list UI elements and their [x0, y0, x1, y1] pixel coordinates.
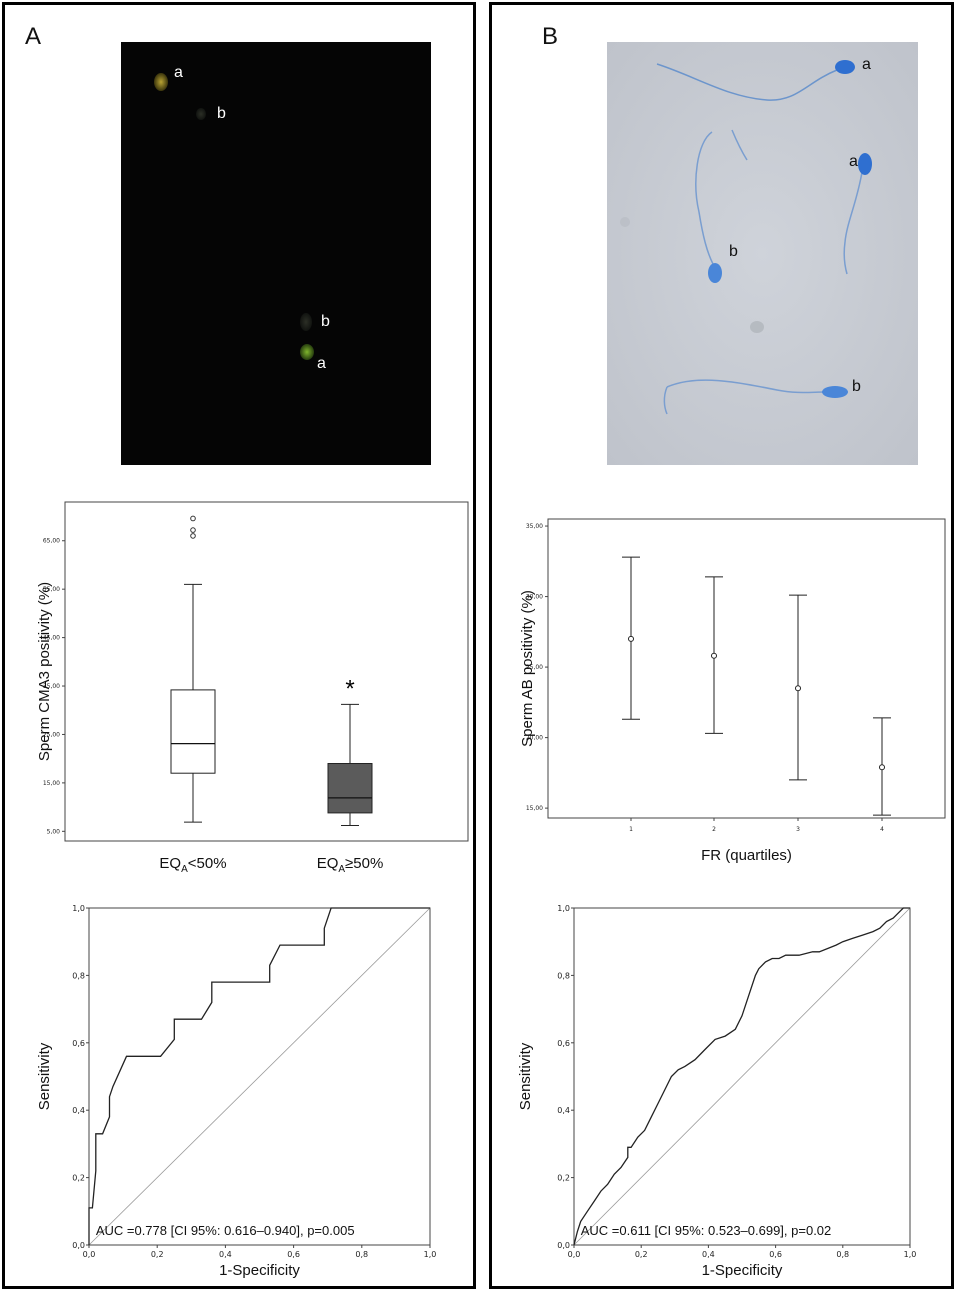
x-tick-label: 0,0: [568, 1250, 581, 1259]
x-tick-label: 0,4: [219, 1250, 232, 1259]
y-tick-label: 1,0: [557, 904, 570, 913]
y-tick-label: 35,00: [43, 683, 60, 690]
box-outlier: [190, 527, 196, 533]
box-outlier: [190, 533, 196, 539]
x-tick-label: 0,4: [702, 1250, 715, 1259]
ab-errorbar-chart: 15,00 20,00 25,00 30,00 35,00 1 2 3 4 FR (quartil…: [519, 518, 946, 864]
plot-frame: [573, 907, 911, 1246]
roc-curve-b: 0,00,0 0,2 0,2 0,4 0,4 0,6 0,6 0,8 0,8 1,0 1,0 AUC …: [517, 904, 917, 1279]
aniline-blue-micrograph: a a b b: [607, 42, 918, 465]
y-tick-label: 0,2: [557, 1174, 570, 1183]
x-tick-label: 0,2: [635, 1250, 648, 1259]
y-tick-label: 35,00: [526, 523, 543, 530]
x-axis-label: 1-Specificity: [219, 1262, 300, 1279]
y-tick-label: 15,00: [43, 780, 60, 787]
y-tick-label: 30,00: [526, 594, 543, 601]
sperm-head-a2: [300, 344, 314, 360]
cma3-fluorescence-micrograph: a b b a: [121, 42, 431, 465]
mean-marker: [628, 635, 634, 642]
micrograph-label: b: [729, 243, 738, 260]
x-tick-label: 0,8: [836, 1250, 849, 1259]
micrograph-label: a: [849, 153, 858, 170]
y-tick-label: 0,6: [557, 1039, 570, 1048]
micrograph-label: a: [862, 56, 871, 73]
y-tick-label: 25,00: [526, 664, 543, 671]
sperm-head-b2: [822, 386, 848, 398]
micrograph-label: b: [217, 105, 226, 122]
x-tick-label: 1: [629, 826, 633, 833]
panel-b: B a a b b 15,00 20,00 25,00 30,00 35,00 1 2 3 4 F…: [489, 2, 954, 1289]
mean-marker: [711, 652, 717, 659]
y-tick-label: 55,00: [43, 586, 60, 593]
roc-line: [88, 907, 430, 1245]
box-outlier: [190, 515, 196, 522]
sperm-head-b1: [196, 108, 206, 120]
plot-frame: [64, 501, 469, 842]
panel-b-label: B: [542, 23, 559, 50]
auc-annotation: AUC =0.611 [CI 95%: 0.523–0.699], p=0.02: [581, 1223, 832, 1238]
mean-marker: [795, 685, 801, 692]
x-tick-label: 3: [796, 826, 800, 833]
y-axis-label: Sperm AB positivity (%): [519, 590, 536, 747]
x-axis-label: FR (quartiles): [701, 847, 792, 864]
sperm-head-a1: [835, 60, 855, 74]
y-axis-label: Sensitivity: [517, 1042, 534, 1110]
x-category-label: EQA≥50%: [317, 855, 384, 875]
x-tick-label: 0,6: [287, 1250, 300, 1259]
sperm-head-a1: [154, 73, 168, 91]
micrograph-b-image: [607, 42, 918, 465]
reference-diagonal: [88, 907, 431, 1246]
reference-diagonal: [573, 907, 911, 1246]
y-tick-label: 65,00: [43, 538, 60, 545]
plot-frame: [88, 907, 431, 1246]
cma3-boxplot: 5,00 15,00 25,00 35,00 45,00 55,00 65,00 EQA<50…: [36, 501, 469, 875]
x-tick-label: 0,0: [83, 1250, 96, 1259]
box-iqr: [170, 689, 216, 774]
x-tick-label: 0,2: [151, 1250, 164, 1259]
y-tick-label: 0,8: [557, 971, 570, 980]
x-tick-label: 0,8: [355, 1250, 368, 1259]
y-tick-label: 25,00: [43, 731, 60, 738]
x-tick-label: 4: [880, 826, 884, 833]
sperm-head-b2: [300, 313, 312, 331]
x-category-label: EQA<50%: [159, 855, 226, 875]
roc-curve-a: 0,00,0 0,2 0,2 0,4 0,4 0,6 0,6 0,8 0,8 1,0 1,0 AUC …: [36, 904, 437, 1279]
y-tick-label: 20,00: [526, 735, 543, 742]
x-tick-label: 1,0: [424, 1250, 437, 1259]
mean-marker: [879, 764, 885, 771]
y-tick-label: 15,00: [526, 805, 543, 812]
box-iqr: [327, 763, 373, 814]
panel-a: A a b b a 5,00 15,00 25,00 35,00 45,00 55,00 6…: [2, 2, 476, 1289]
x-tick-label: 0,6: [769, 1250, 782, 1259]
y-tick-label: 5,00: [47, 828, 61, 835]
y-tick-label: 0,6: [72, 1039, 85, 1048]
y-tick-label: 1,0: [72, 904, 85, 913]
y-tick-label: 0,8: [72, 971, 85, 980]
y-axis-label: Sperm CMA3 positivity (%): [36, 582, 53, 761]
plot-frame: [547, 518, 946, 819]
roc-line: [573, 907, 910, 1246]
x-tick-label: 1,0: [904, 1250, 917, 1259]
micrograph-label: b: [321, 313, 330, 330]
y-axis-label: Sensitivity: [36, 1042, 53, 1110]
micrograph-label: a: [174, 64, 183, 81]
significance-asterisk: *: [345, 675, 354, 702]
panel-a-label: A: [25, 23, 42, 50]
y-tick-label: 0,0: [72, 1241, 85, 1250]
micrograph-label: b: [852, 378, 861, 395]
micrograph-label: a: [317, 355, 326, 372]
y-tick-label: 0,0: [557, 1241, 570, 1250]
y-tick-label: 0,4: [557, 1106, 570, 1115]
sperm-head-a2: [858, 153, 872, 175]
micrograph-a-image: [154, 73, 314, 360]
y-tick-label: 0,2: [72, 1174, 85, 1183]
x-axis-label: 1-Specificity: [702, 1262, 783, 1279]
sperm-head-b1: [708, 263, 722, 283]
auc-annotation: AUC =0.778 [CI 95%: 0.616–0.940], p=0.00…: [96, 1223, 355, 1238]
y-tick-label: 45,00: [43, 635, 60, 642]
y-tick-label: 0,4: [72, 1106, 85, 1115]
x-tick-label: 2: [712, 826, 716, 833]
